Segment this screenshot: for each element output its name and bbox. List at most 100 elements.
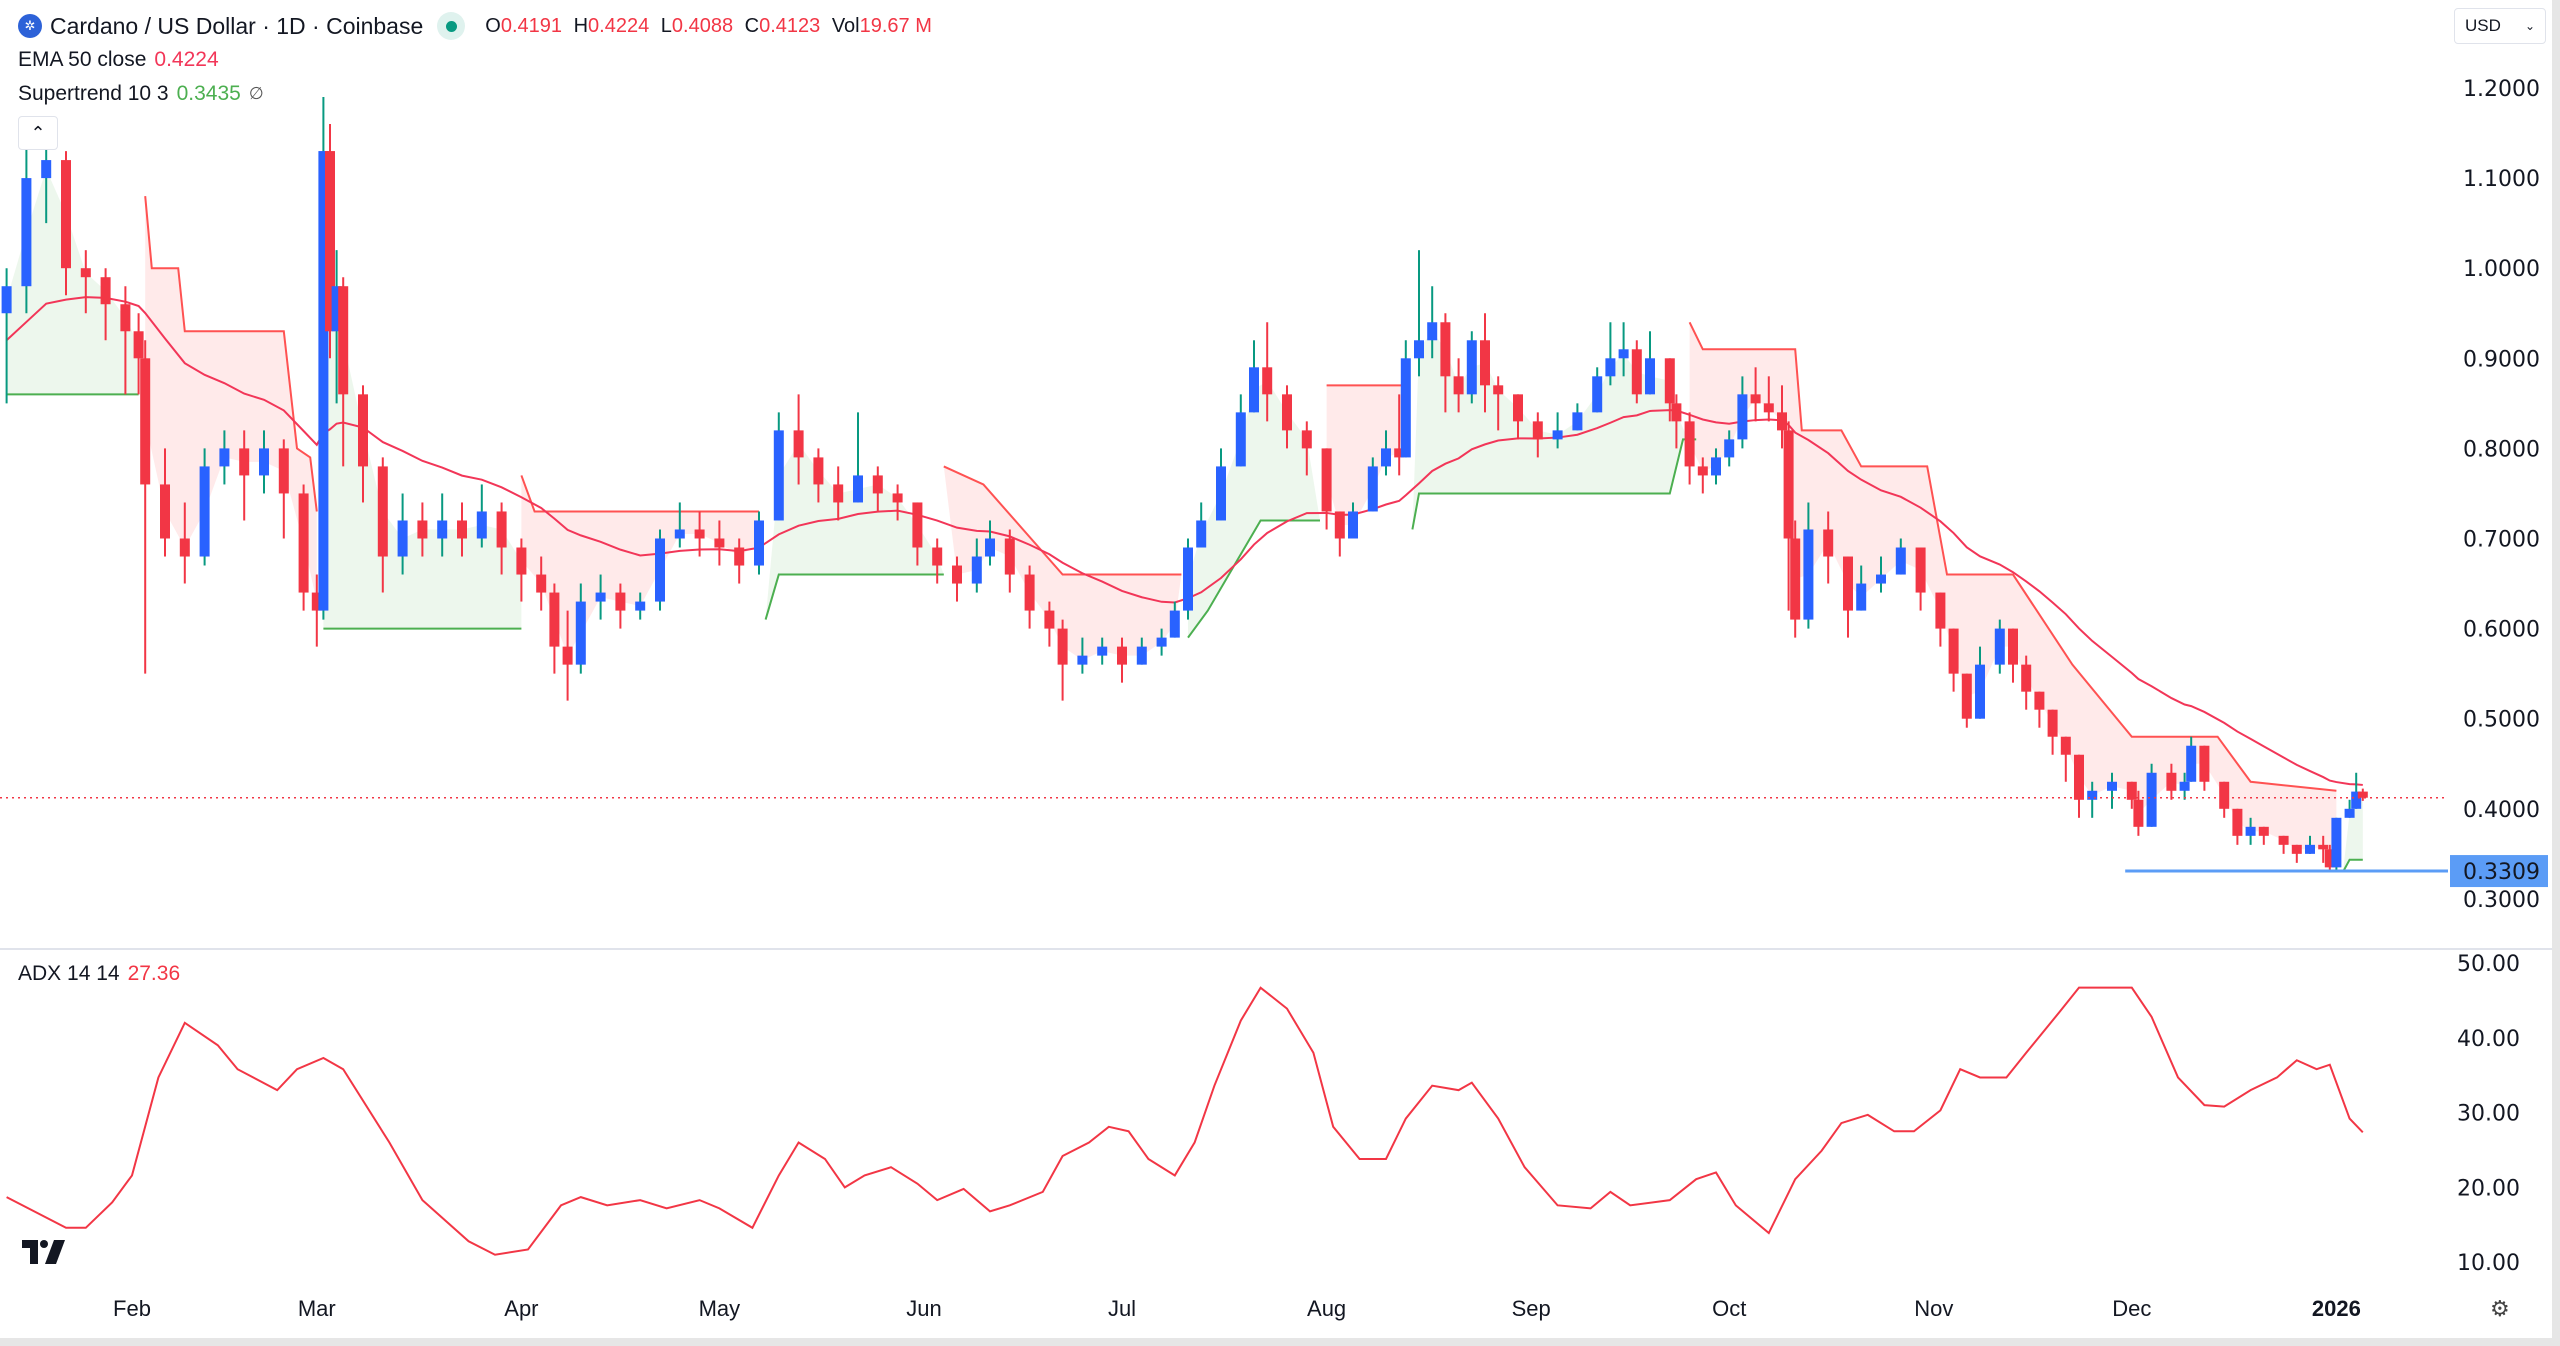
candle-body [562, 646, 573, 665]
time-axis-tick: Jun [906, 1296, 941, 1321]
candle [1196, 502, 1207, 548]
candle-body [2324, 849, 2335, 868]
symbol-legend[interactable]: ✲ Cardano / US Dollar · 1D · Coinbase O0… [18, 12, 932, 40]
candle-body [694, 529, 705, 539]
candle [1783, 421, 1794, 611]
low-label: L [660, 14, 672, 37]
candle-body [2219, 781, 2230, 809]
candle-body [311, 592, 322, 611]
candle [219, 430, 230, 485]
candle [1466, 331, 1477, 404]
candle [1605, 322, 1616, 386]
open-value: 0.4191 [500, 14, 563, 37]
candle [1532, 412, 1543, 458]
adx-axis-tick: 30.00 [2457, 1102, 2520, 1127]
candle-body [952, 565, 962, 584]
candle [1513, 394, 1523, 440]
close-label: C [744, 14, 760, 37]
candle-body [635, 601, 646, 611]
candle-body [1645, 358, 1655, 395]
candle-body [2166, 772, 2177, 791]
candle-body [714, 538, 725, 548]
candle-body [140, 358, 151, 485]
candle-body [61, 160, 71, 269]
candle [2291, 844, 2302, 863]
candle-body [833, 484, 844, 503]
candle [1895, 538, 1906, 575]
candle-body [1823, 529, 1834, 557]
candle [1994, 619, 2005, 674]
candle-body [21, 178, 32, 287]
supertrend-label: Supertrend 10 3 [18, 82, 169, 105]
candle [912, 502, 923, 566]
candle-body [199, 466, 210, 557]
candle-body [1249, 367, 1259, 413]
candle [2008, 628, 2018, 683]
candle [655, 529, 665, 611]
candle [2186, 736, 2197, 782]
adx-label: ADX 14 14 [18, 962, 120, 985]
candle [1763, 376, 1774, 422]
adx-axis-tick: 40.00 [2457, 1027, 2520, 1052]
candle-body [1196, 520, 1207, 548]
supertrend-down-line [943, 465, 1182, 576]
candle [1077, 637, 1088, 674]
candle [1697, 457, 1708, 494]
candle [2331, 817, 2342, 871]
candle-body [1948, 628, 1959, 674]
candle-body [1975, 664, 1985, 719]
candle [1645, 331, 1655, 395]
price-axis-tick: 1.1000 [2463, 167, 2540, 192]
candle [562, 610, 573, 701]
candle [2047, 709, 2058, 755]
axes-layer: 1.2000 1.1000 1.0000 0.9000 0.8000 0.7000 0.60… [0, 77, 2552, 1321]
candle [2305, 835, 2315, 854]
candle [358, 385, 368, 503]
candle [2021, 655, 2032, 710]
candle [1961, 673, 1972, 728]
candle-body [575, 601, 586, 665]
candle-body [1427, 322, 1438, 341]
candle-body [813, 457, 824, 485]
candle [1400, 340, 1411, 458]
candle [2219, 781, 2230, 818]
adx-legend[interactable]: ADX 14 14 27.36 [18, 962, 180, 986]
candle [1321, 448, 1332, 530]
candle [457, 502, 467, 557]
supertrend-down-fill [943, 466, 1182, 661]
candle-body [754, 520, 764, 566]
candle-body [1935, 592, 1946, 629]
candle [1235, 394, 1246, 467]
tradingview-logo[interactable] [22, 1240, 66, 1269]
supertrend-layer [6, 196, 2363, 873]
candle-body [2047, 709, 2058, 737]
candle-body [2060, 736, 2071, 755]
supertrend-up-line [764, 573, 944, 620]
candle [1915, 547, 1926, 611]
candle-body [1480, 340, 1490, 386]
price-axis-tick: 1.2000 [2463, 77, 2540, 102]
candle-body [1183, 547, 1193, 611]
candle-body [2199, 745, 2210, 782]
candle-body [1301, 430, 1312, 449]
candle-body [1334, 511, 1345, 539]
candle-body [2034, 691, 2045, 710]
candle-body [1856, 583, 1867, 611]
candle-body [1750, 394, 1761, 404]
ema-legend[interactable]: EMA 50 close 0.4224 [18, 48, 219, 72]
supertrend-legend[interactable]: Supertrend 10 3 0.3435 ∅ [18, 82, 264, 106]
candle-body [595, 592, 606, 602]
candle [318, 97, 329, 620]
currency-select[interactable]: USD ⌄ [2454, 8, 2546, 44]
candle-body [1592, 376, 1603, 413]
candle-body [2133, 799, 2144, 827]
candle [549, 583, 560, 674]
candle [437, 493, 448, 557]
candle-body [80, 268, 91, 278]
candle-body [1671, 403, 1682, 422]
settings-gear-icon[interactable]: ⚙ [2490, 1296, 2510, 1321]
currency-value: USD [2465, 16, 2501, 35]
collapse-legend-button[interactable]: ⌃ [18, 116, 58, 150]
